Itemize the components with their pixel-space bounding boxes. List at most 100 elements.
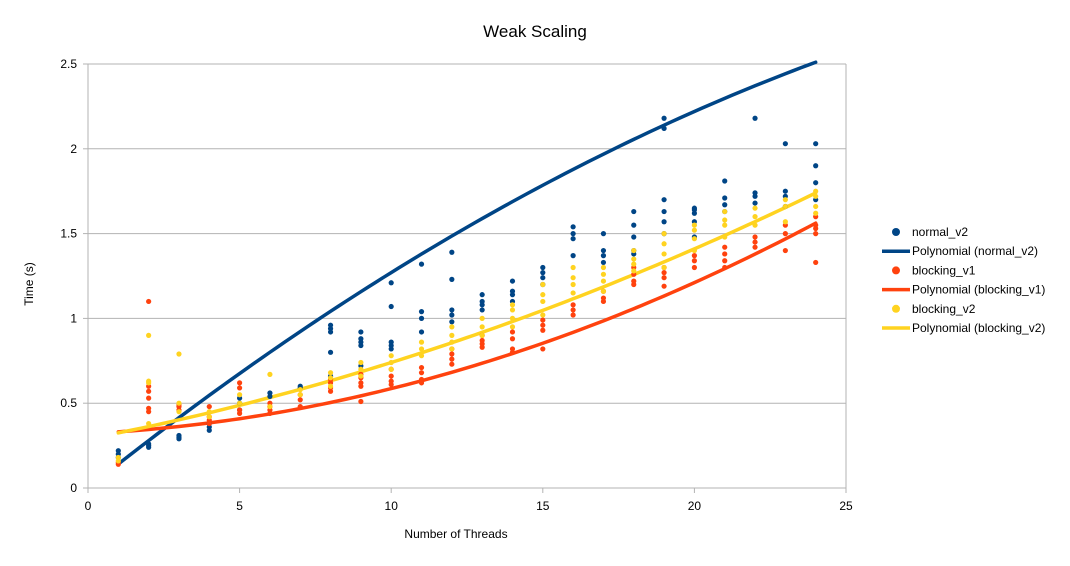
point-normal-v2 xyxy=(146,441,152,447)
point-normal-v2 xyxy=(388,280,394,286)
point-blocking-v2 xyxy=(509,315,516,321)
point-blocking-v2 xyxy=(813,193,819,199)
x-tick-label: 20 xyxy=(688,499,702,513)
x-tick-label: 15 xyxy=(536,499,550,513)
point-normal-v2 xyxy=(600,231,607,237)
point-blocking-v1 xyxy=(237,385,243,391)
point-normal-v2 xyxy=(752,190,758,196)
point-normal-v2 xyxy=(600,247,607,254)
point-blocking-v1 xyxy=(540,322,546,328)
point-blocking-v1 xyxy=(722,264,728,271)
trend-line-polynomial-blocking-v2- xyxy=(116,191,818,435)
point-blocking-v2 xyxy=(146,332,152,338)
point-normal-v2 xyxy=(509,278,516,284)
point-normal-v2 xyxy=(418,329,425,335)
point-blocking-v1 xyxy=(509,329,516,335)
point-blocking-v2 xyxy=(782,203,788,210)
point-blocking-v1 xyxy=(297,403,303,410)
legend-label: Polynomial (normal_v2) xyxy=(912,244,1038,258)
point-blocking-v1 xyxy=(509,336,516,342)
point-blocking-v2 xyxy=(691,227,698,233)
trend-line-polynomial-blocking-v1- xyxy=(116,221,818,434)
point-blocking-v2 xyxy=(418,339,425,345)
point-normal-v2 xyxy=(388,303,394,310)
point-blocking-v2 xyxy=(661,231,667,237)
point-normal-v2 xyxy=(418,309,425,315)
point-blocking-v2 xyxy=(631,268,637,274)
point-normal-v2 xyxy=(479,307,485,313)
x-axis-ticks: 0 5 10 15 20 25 xyxy=(85,488,853,513)
point-blocking-v2 xyxy=(327,375,334,381)
point-blocking-v2 xyxy=(449,346,455,352)
point-normal-v2 xyxy=(418,315,425,321)
point-blocking-v2 xyxy=(297,387,303,393)
point-blocking-v2 xyxy=(479,324,485,330)
point-normal-v2 xyxy=(661,115,667,121)
point-blocking-v1 xyxy=(449,356,455,362)
point-blocking-v2 xyxy=(600,288,607,294)
point-blocking-v2 xyxy=(540,281,546,288)
point-blocking-v1 xyxy=(691,258,698,264)
point-blocking-v2 xyxy=(146,420,152,427)
point-normal-v2 xyxy=(631,208,637,215)
point-blocking-v2 xyxy=(722,217,728,223)
point-blocking-v2 xyxy=(449,332,455,338)
data-points xyxy=(115,115,819,467)
point-blocking-v2 xyxy=(691,222,698,228)
point-normal-v2 xyxy=(661,208,667,215)
point-blocking-v2 xyxy=(813,203,819,210)
point-blocking-v2 xyxy=(540,312,546,318)
point-blocking-v2 xyxy=(631,256,637,262)
point-blocking-v1 xyxy=(540,327,546,333)
point-normal-v2 xyxy=(722,178,728,184)
point-blocking-v2 xyxy=(600,271,607,277)
legend-label: blocking_v2 xyxy=(912,302,976,316)
point-blocking-v2 xyxy=(661,264,667,271)
point-blocking-v2 xyxy=(540,292,546,298)
point-blocking-v2 xyxy=(782,219,788,225)
point-normal-v2 xyxy=(600,259,607,266)
point-normal-v2 xyxy=(661,219,667,225)
y-axis-label: Time (s) xyxy=(22,262,36,306)
point-blocking-v2 xyxy=(570,281,576,288)
point-blocking-v2 xyxy=(570,275,576,281)
point-blocking-v2 xyxy=(722,234,728,240)
point-blocking-v2 xyxy=(176,400,182,406)
point-normal-v2 xyxy=(327,322,334,328)
point-blocking-v2 xyxy=(813,210,819,216)
y-tick-label: 2 xyxy=(70,142,77,156)
point-blocking-v2 xyxy=(509,324,516,330)
point-normal-v2 xyxy=(782,188,788,194)
point-blocking-v1 xyxy=(206,403,212,410)
point-blocking-v1 xyxy=(146,395,152,401)
point-blocking-v2 xyxy=(691,236,698,242)
point-blocking-v1 xyxy=(691,264,698,271)
legend-swatch xyxy=(892,228,900,236)
point-blocking-v1 xyxy=(661,275,667,281)
point-blocking-v2 xyxy=(661,251,667,257)
point-normal-v2 xyxy=(661,197,667,203)
point-blocking-v2 xyxy=(479,332,485,338)
point-blocking-v2 xyxy=(479,315,485,321)
point-blocking-v2 xyxy=(267,371,273,377)
point-blocking-v1 xyxy=(661,270,667,276)
point-blocking-v1 xyxy=(782,247,788,254)
point-normal-v2 xyxy=(813,141,819,147)
x-axis-label: Number of Threads xyxy=(404,527,507,541)
point-normal-v2 xyxy=(570,231,576,237)
legend-label: normal_v2 xyxy=(912,225,968,239)
point-normal-v2 xyxy=(540,275,546,281)
point-blocking-v2 xyxy=(509,307,516,313)
point-blocking-v1 xyxy=(237,407,243,413)
point-normal-v2 xyxy=(358,336,364,342)
point-blocking-v1 xyxy=(146,298,152,305)
point-blocking-v2 xyxy=(388,366,394,372)
point-blocking-v1 xyxy=(418,364,425,371)
point-blocking-v1 xyxy=(358,398,364,405)
point-blocking-v2 xyxy=(631,247,637,254)
point-blocking-v2 xyxy=(600,264,607,271)
point-blocking-v1 xyxy=(570,302,576,308)
point-normal-v2 xyxy=(479,292,485,298)
point-normal-v2 xyxy=(115,448,121,454)
